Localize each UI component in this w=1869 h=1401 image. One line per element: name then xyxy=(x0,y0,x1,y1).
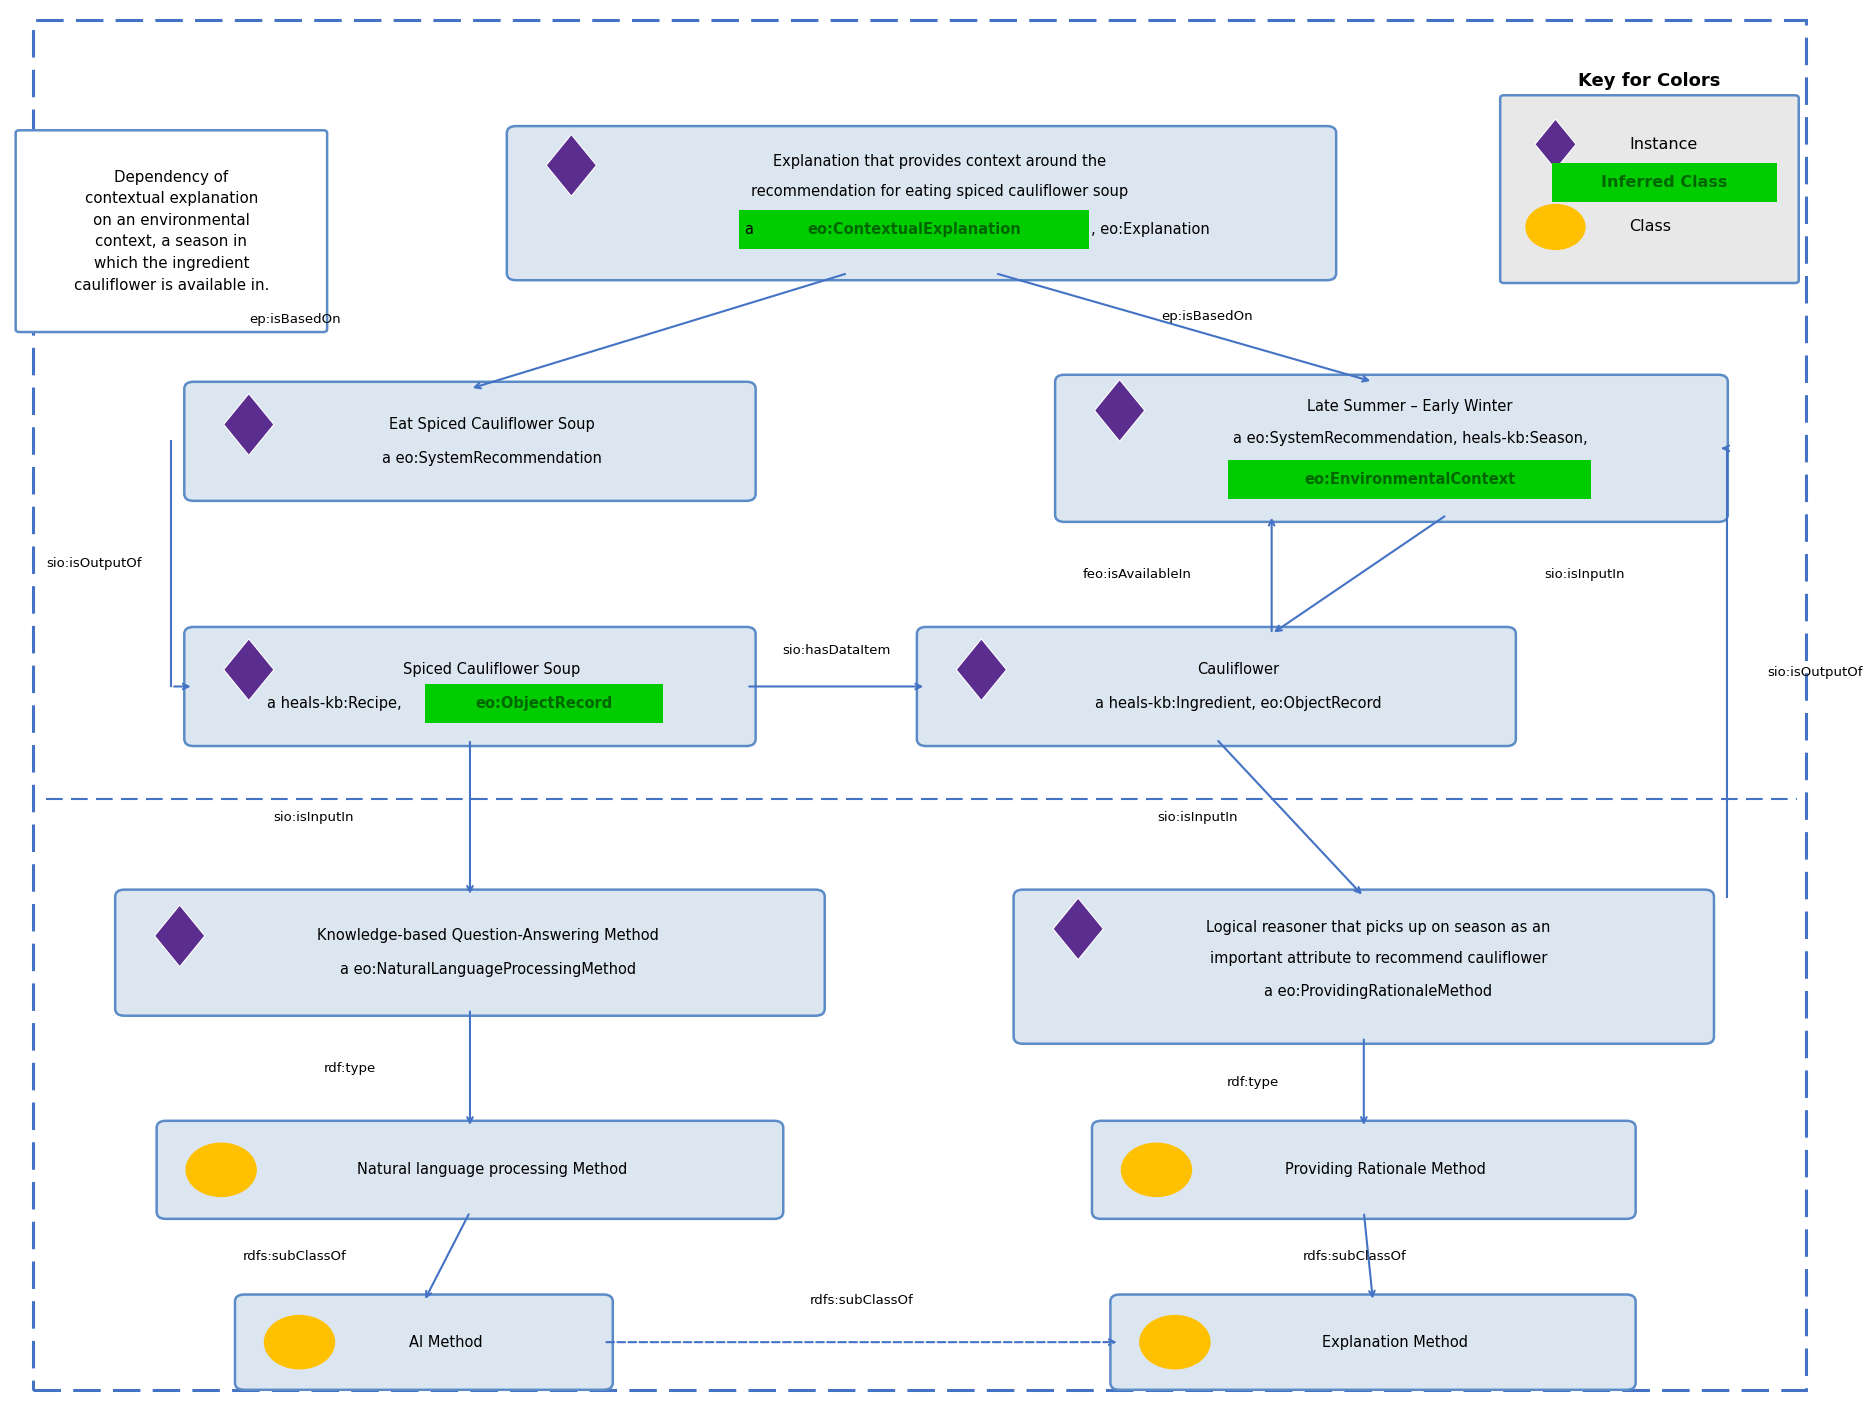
FancyBboxPatch shape xyxy=(185,382,755,502)
FancyBboxPatch shape xyxy=(185,628,755,745)
Text: rdfs:subClassOf: rdfs:subClassOf xyxy=(809,1293,914,1307)
FancyBboxPatch shape xyxy=(1501,95,1798,283)
Polygon shape xyxy=(957,639,1007,700)
Text: Instance: Instance xyxy=(1630,137,1697,151)
Text: a heals-kb:Recipe,: a heals-kb:Recipe, xyxy=(267,696,406,710)
Polygon shape xyxy=(224,639,275,700)
Text: Providing Rationale Method: Providing Rationale Method xyxy=(1286,1163,1486,1177)
FancyBboxPatch shape xyxy=(1551,163,1777,202)
Text: a eo:ProvidingRationaleMethod: a eo:ProvidingRationaleMethod xyxy=(1265,985,1493,999)
Circle shape xyxy=(1525,205,1585,249)
Text: Class: Class xyxy=(1630,220,1671,234)
Text: Natural language processing Method: Natural language processing Method xyxy=(357,1163,628,1177)
Text: important attribute to recommend cauliflower: important attribute to recommend caulifl… xyxy=(1209,951,1548,965)
Text: Explanation Method: Explanation Method xyxy=(1321,1335,1469,1349)
FancyBboxPatch shape xyxy=(157,1121,783,1219)
Circle shape xyxy=(1140,1316,1209,1369)
FancyBboxPatch shape xyxy=(1091,1121,1635,1219)
Text: sio:isInputIn: sio:isInputIn xyxy=(1544,567,1626,581)
Text: rdf:type: rdf:type xyxy=(1228,1076,1280,1089)
Text: sio:isOutputOf: sio:isOutputOf xyxy=(1768,665,1863,679)
Text: rdf:type: rdf:type xyxy=(323,1062,376,1075)
Text: ep:isBasedOn: ep:isBasedOn xyxy=(249,314,340,326)
Text: eo:ObjectRecord: eo:ObjectRecord xyxy=(475,696,613,710)
FancyBboxPatch shape xyxy=(15,130,327,332)
Polygon shape xyxy=(224,394,275,455)
Text: Logical reasoner that picks up on season as an: Logical reasoner that picks up on season… xyxy=(1206,920,1551,934)
Text: a heals-kb:Ingredient, eo:ObjectRecord: a heals-kb:Ingredient, eo:ObjectRecord xyxy=(1095,696,1381,710)
Text: Cauliflower: Cauliflower xyxy=(1198,663,1280,677)
Polygon shape xyxy=(1052,898,1103,960)
Text: , eo:Explanation: , eo:Explanation xyxy=(1091,223,1209,237)
Text: Late Summer – Early Winter: Late Summer – Early Winter xyxy=(1306,399,1512,413)
FancyBboxPatch shape xyxy=(918,628,1516,745)
Text: ep:isBasedOn: ep:isBasedOn xyxy=(1161,310,1252,322)
FancyBboxPatch shape xyxy=(1228,460,1591,499)
Polygon shape xyxy=(1095,380,1144,441)
Text: Knowledge-based Question-Answering Method: Knowledge-based Question-Answering Metho… xyxy=(318,929,660,943)
Text: rdfs:subClassOf: rdfs:subClassOf xyxy=(1303,1250,1407,1264)
Text: Dependency of
contextual explanation
on an environmental
context, a season in
wh: Dependency of contextual explanation on … xyxy=(73,170,269,293)
Text: sio:hasDataItem: sio:hasDataItem xyxy=(781,643,890,657)
Text: Eat Spiced Cauliflower Soup: Eat Spiced Cauliflower Soup xyxy=(389,417,594,432)
FancyBboxPatch shape xyxy=(1110,1295,1635,1390)
FancyBboxPatch shape xyxy=(235,1295,613,1390)
Circle shape xyxy=(265,1316,335,1369)
Text: rdfs:subClassOf: rdfs:subClassOf xyxy=(243,1250,348,1264)
Polygon shape xyxy=(155,905,206,967)
FancyBboxPatch shape xyxy=(1056,375,1727,523)
Circle shape xyxy=(1121,1143,1191,1196)
Text: feo:isAvailableIn: feo:isAvailableIn xyxy=(1082,567,1192,581)
Circle shape xyxy=(187,1143,256,1196)
FancyBboxPatch shape xyxy=(424,684,662,723)
Text: eo:EnvironmentalContext: eo:EnvironmentalContext xyxy=(1305,472,1516,486)
Polygon shape xyxy=(1534,119,1576,170)
Text: sio:isOutputOf: sio:isOutputOf xyxy=(47,558,142,570)
Text: sio:isInputIn: sio:isInputIn xyxy=(273,811,353,824)
FancyBboxPatch shape xyxy=(506,126,1336,280)
Text: recommendation for eating spiced cauliflower soup: recommendation for eating spiced caulifl… xyxy=(751,185,1129,199)
Text: Explanation that provides context around the: Explanation that provides context around… xyxy=(774,154,1106,168)
Text: Spiced Cauliflower Soup: Spiced Cauliflower Soup xyxy=(404,663,581,677)
FancyBboxPatch shape xyxy=(738,210,1090,249)
FancyBboxPatch shape xyxy=(1013,890,1714,1044)
Text: a eo:SystemRecommendation, heals-kb:Season,: a eo:SystemRecommendation, heals-kb:Seas… xyxy=(1232,432,1587,446)
Text: sio:isInputIn: sio:isInputIn xyxy=(1157,811,1237,824)
Text: a eo:NaturalLanguageProcessingMethod: a eo:NaturalLanguageProcessingMethod xyxy=(340,962,637,976)
Text: Inferred Class: Inferred Class xyxy=(1602,175,1727,189)
Text: a eo:SystemRecommendation: a eo:SystemRecommendation xyxy=(381,451,602,465)
Polygon shape xyxy=(546,134,596,196)
Text: eo:ContextualExplanation: eo:ContextualExplanation xyxy=(807,223,1020,237)
Text: Key for Colors: Key for Colors xyxy=(1577,73,1721,90)
Text: AI Method: AI Method xyxy=(409,1335,482,1349)
Text: a: a xyxy=(744,223,759,237)
FancyBboxPatch shape xyxy=(116,890,824,1016)
